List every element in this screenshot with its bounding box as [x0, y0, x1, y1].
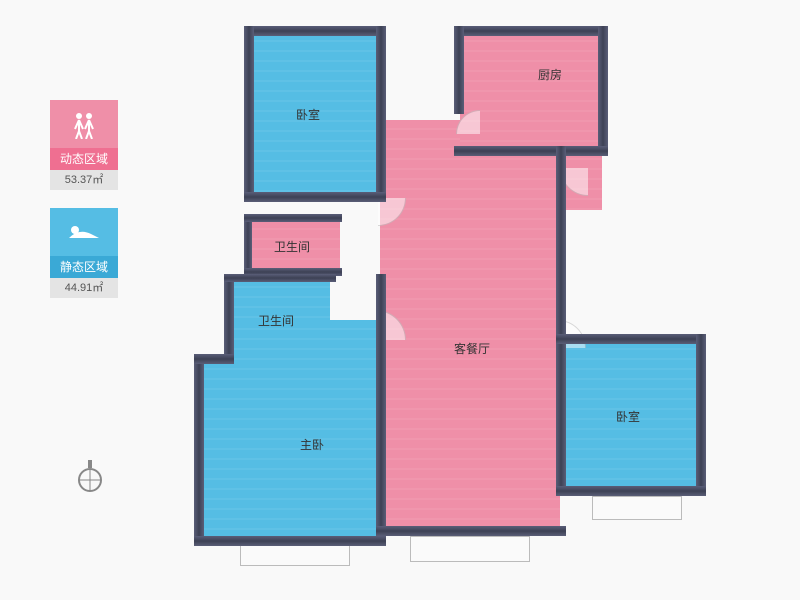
wall: [454, 26, 464, 114]
wall: [244, 214, 342, 222]
wall: [194, 536, 386, 546]
wall: [224, 274, 234, 364]
wall: [376, 526, 566, 536]
room-bedroom-right: [560, 340, 700, 490]
wall: [504, 26, 606, 36]
legend-static-icon: [50, 208, 118, 256]
legend-static-label: 静态区域: [50, 256, 118, 278]
wall: [244, 192, 386, 202]
legend: 动态区域 53.37㎡ 静态区域 44.91㎡: [50, 100, 118, 316]
wall: [454, 146, 608, 156]
legend-dynamic-label: 动态区域: [50, 148, 118, 170]
room-master: [200, 360, 380, 540]
wall: [194, 354, 234, 364]
floorplan: 卧室 厨房 卫生间 卫生间 客餐厅 主卧 卧室: [200, 20, 740, 580]
wall: [556, 334, 706, 344]
legend-dynamic-icon: [50, 100, 118, 148]
balcony: [410, 536, 530, 562]
wall: [598, 26, 608, 156]
wall: [244, 214, 252, 274]
wall: [194, 354, 204, 546]
legend-static: 静态区域 44.91㎡: [50, 208, 118, 298]
wall: [376, 274, 386, 536]
wall: [696, 334, 706, 496]
legend-dynamic: 动态区域 53.37㎡: [50, 100, 118, 190]
wall: [244, 26, 254, 198]
compass-icon: [76, 460, 104, 499]
wall: [556, 334, 566, 496]
wall: [244, 26, 386, 36]
room-master-ext: [230, 320, 380, 370]
legend-static-value: 44.91㎡: [50, 278, 118, 298]
wall: [376, 26, 386, 198]
wall: [556, 146, 566, 346]
room-bath1: [250, 220, 340, 270]
balcony: [240, 544, 350, 566]
room-kitchen-notch: [510, 32, 602, 92]
wall: [556, 486, 706, 496]
room-bedroom-top: [250, 32, 380, 192]
wall: [224, 274, 336, 282]
balcony: [592, 496, 682, 520]
legend-dynamic-value: 53.37㎡: [50, 170, 118, 190]
